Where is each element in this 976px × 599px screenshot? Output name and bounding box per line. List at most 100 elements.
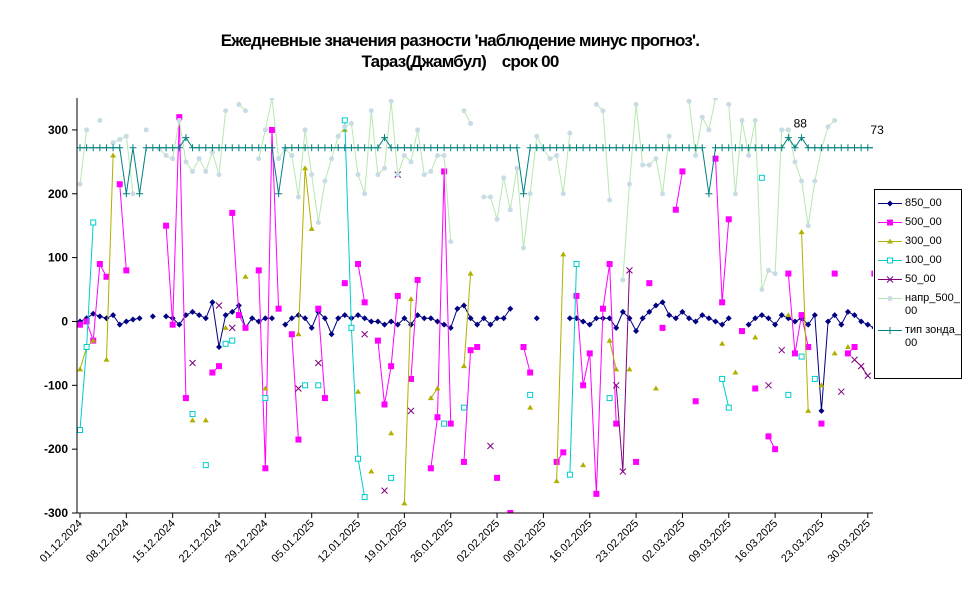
marker [434, 414, 441, 421]
marker [871, 326, 873, 330]
marker [414, 144, 422, 152]
x-tick-label: 15.12.2024 [130, 518, 177, 565]
marker [169, 321, 176, 328]
marker [844, 308, 851, 315]
marker [341, 117, 348, 124]
marker [256, 156, 262, 162]
marker [460, 302, 467, 309]
marker [871, 270, 873, 277]
marker [533, 144, 541, 152]
marker [189, 144, 197, 152]
series [189, 171, 872, 495]
series-line [317, 308, 326, 399]
marker [262, 315, 269, 322]
marker [805, 344, 812, 350]
marker [242, 273, 249, 279]
series-line [715, 158, 730, 303]
marker [467, 270, 474, 276]
marker [646, 308, 653, 315]
marker [216, 363, 223, 370]
marker [645, 144, 653, 152]
marker [600, 108, 606, 114]
x-tick-label: 01.12.2024 [38, 518, 85, 565]
marker [428, 168, 434, 174]
marker [692, 144, 700, 152]
marker [467, 144, 475, 152]
marker [468, 121, 474, 127]
marker [493, 144, 501, 152]
y-tick-label: 200 [48, 187, 68, 201]
marker [136, 190, 144, 198]
marker [453, 144, 461, 152]
marker [857, 362, 865, 370]
marker [103, 315, 110, 322]
marker [725, 144, 733, 152]
marker [130, 191, 136, 197]
marker [434, 385, 441, 391]
marker [362, 191, 368, 197]
marker [308, 225, 315, 231]
legend-item: 50_00 [875, 273, 961, 286]
series [77, 117, 818, 501]
marker [612, 144, 620, 152]
marker [831, 350, 838, 356]
marker [314, 359, 322, 367]
series-line [357, 263, 366, 303]
marker [427, 465, 434, 472]
y-tick-label: 0 [61, 314, 68, 328]
marker [209, 299, 216, 306]
series-line [622, 104, 670, 280]
legend-item: напр_500_00 [875, 292, 961, 318]
series-line [410, 279, 419, 379]
legend-label: тип зонда_00 [905, 324, 961, 349]
marker [718, 144, 726, 152]
marker [487, 442, 494, 450]
series-line [112, 135, 134, 194]
y-tick-label: -100 [44, 378, 68, 392]
marker [295, 436, 302, 443]
marker [77, 321, 83, 328]
marker [302, 382, 309, 389]
marker [401, 315, 408, 322]
x-tick-label: 22.12.2024 [177, 518, 224, 565]
x-tick-label: 08.12.2024 [84, 518, 131, 565]
marker [123, 133, 129, 139]
legend-item: 850_00 [875, 197, 961, 210]
marker [123, 318, 130, 325]
marker [249, 315, 256, 322]
marker [791, 350, 798, 357]
marker [521, 245, 527, 251]
marker [155, 144, 163, 152]
marker [494, 315, 501, 322]
marker [202, 315, 209, 322]
marker [851, 312, 858, 319]
marker [887, 200, 893, 207]
marker [427, 395, 434, 401]
marker [719, 299, 726, 306]
marker [818, 420, 825, 427]
marker [739, 117, 745, 123]
marker [527, 191, 533, 197]
marker [394, 292, 401, 299]
legend-swatch [878, 327, 902, 334]
marker [474, 344, 481, 350]
marker [189, 411, 196, 418]
legend-swatch [878, 296, 902, 301]
marker [887, 238, 893, 244]
marker [672, 315, 679, 322]
marker [886, 276, 894, 283]
marker [183, 159, 189, 165]
marker [276, 156, 282, 162]
marker [341, 312, 348, 319]
marker [640, 162, 646, 168]
marker [175, 144, 183, 152]
marker [84, 127, 90, 133]
marker [593, 490, 600, 497]
marker [857, 144, 865, 152]
marker [507, 207, 513, 213]
marker [812, 178, 818, 184]
marker [685, 144, 693, 152]
marker [831, 312, 838, 319]
series-line [801, 232, 809, 411]
marker [374, 144, 382, 152]
